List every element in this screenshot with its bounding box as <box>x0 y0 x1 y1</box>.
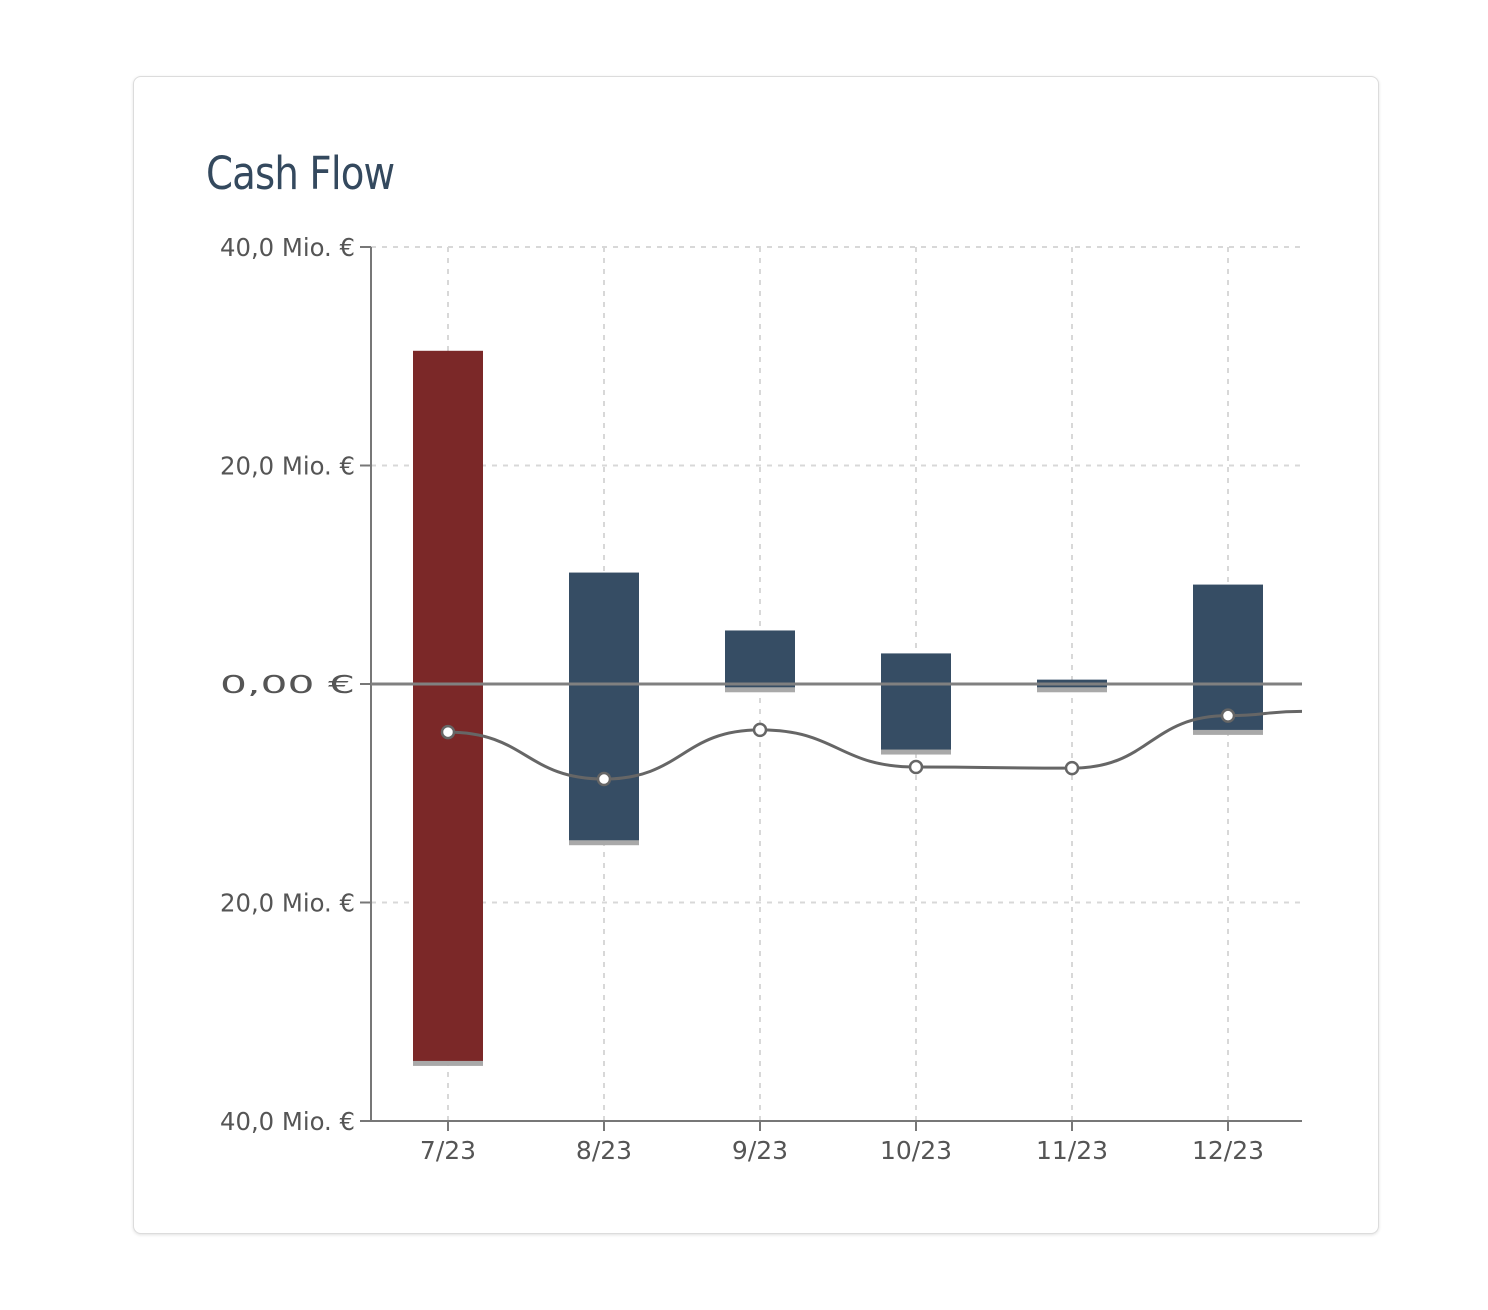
y-tick-label: 0,00 € <box>220 670 355 699</box>
cash-flow-chart: 40,0 Mio. € 20,0 Mio. € 0,00 € 20,0 Mio. € 4… <box>220 233 1303 1165</box>
cash-flow-bar <box>413 350 483 1061</box>
y-tick-label: 20,0 Mio. € <box>220 889 355 918</box>
balance-point <box>752 722 768 738</box>
chart-title: Cash Flow <box>206 147 395 200</box>
y-tick-label: 40,0 Mio. € <box>220 1107 355 1136</box>
bar-shadow <box>881 748 951 755</box>
x-tick-label: 9/23 <box>732 1136 788 1165</box>
cash-flow-bar <box>569 572 639 841</box>
bar-shadow <box>725 686 795 693</box>
balance-curve <box>447 709 1303 781</box>
bar-shadow <box>1193 728 1263 735</box>
cash-flow-bar <box>1193 584 1263 730</box>
cash-flow-card: Cash Flow 40,0 Mio. € 20,0 Mio. € 0,00 € 20… <box>133 76 1379 1234</box>
balance-point <box>440 724 456 740</box>
bars <box>413 350 1263 1066</box>
cash-flow-bar <box>725 630 795 688</box>
axes <box>360 246 1302 1131</box>
x-tick-label: 12/23 <box>1192 1136 1264 1165</box>
x-tick-label: 11/23 <box>1036 1136 1108 1165</box>
balance-point <box>596 771 612 787</box>
bar-shadow <box>1037 686 1107 693</box>
y-tick-label: 40,0 Mio. € <box>220 233 355 262</box>
x-tick-label: 8/23 <box>576 1136 632 1165</box>
bar-shadow <box>569 839 639 846</box>
balance-point <box>1064 760 1080 776</box>
x-tick-label: 7/23 <box>420 1136 476 1165</box>
balance-point <box>908 759 924 775</box>
tick-labels: 40,0 Mio. € 20,0 Mio. € 0,00 € 20,0 Mio. € 4… <box>220 233 1264 1165</box>
balance-point <box>1220 708 1236 723</box>
x-tick-label: 10/23 <box>880 1136 952 1165</box>
y-tick-label: 20,0 Mio. € <box>220 452 355 481</box>
cash-flow-bar <box>881 653 951 750</box>
balance-line <box>440 708 1303 787</box>
bar-shadow <box>413 1059 483 1066</box>
